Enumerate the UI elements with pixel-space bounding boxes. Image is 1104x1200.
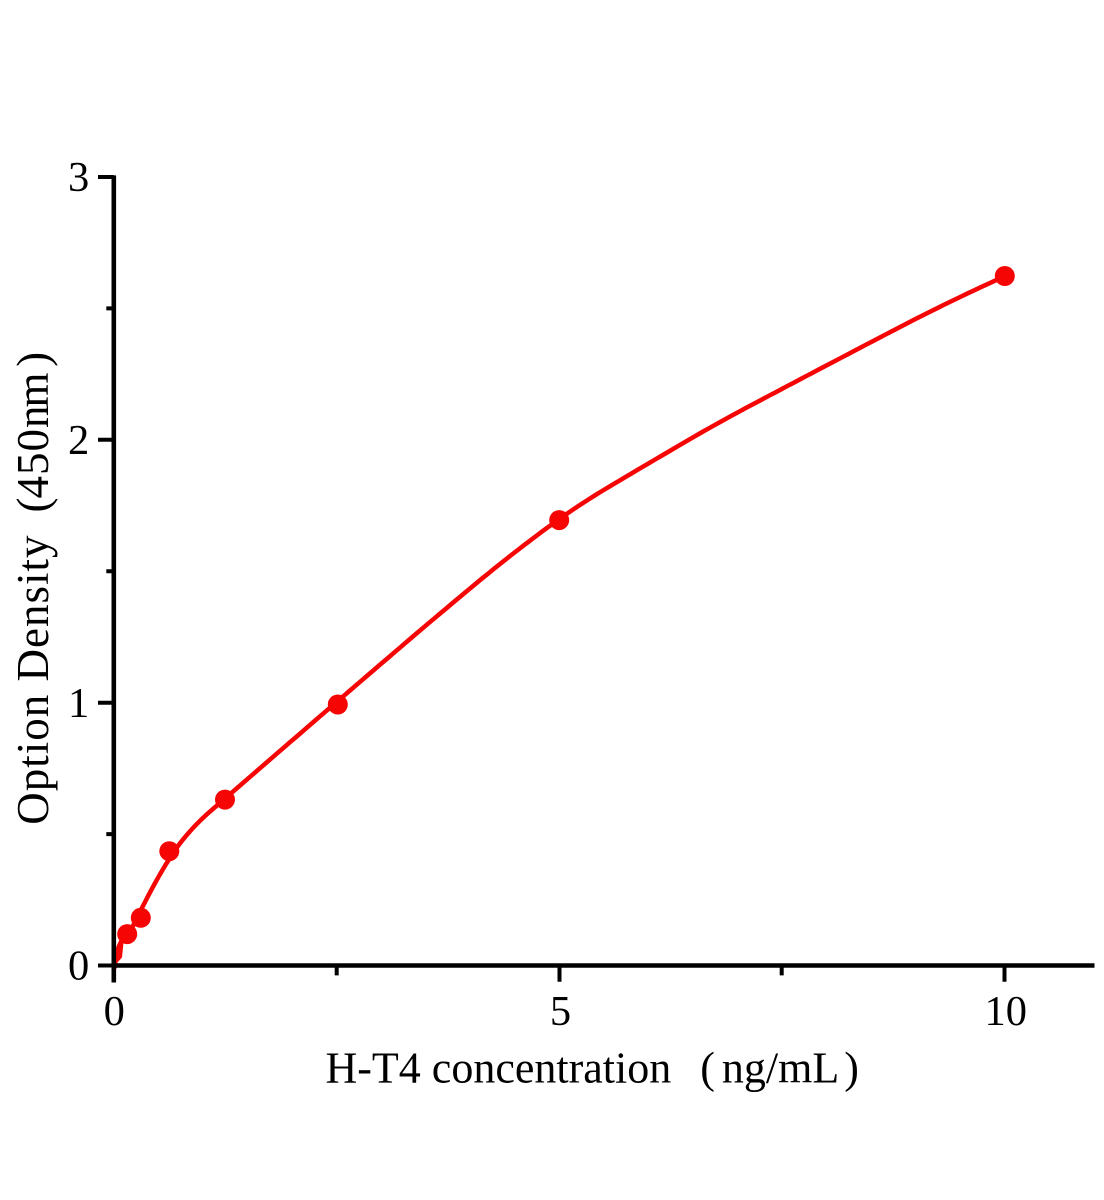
svg-text:10: 10: [984, 988, 1027, 1035]
svg-text:2: 2: [68, 417, 89, 464]
svg-text:Option Density(450nm): Option Density(450nm): [8, 351, 58, 825]
svg-text:5: 5: [550, 988, 571, 1035]
svg-text:1: 1: [68, 680, 89, 727]
svg-text:H-T4 concentration (ng/mL): H-T4 concentration (ng/mL): [326, 1044, 859, 1093]
svg-text:0: 0: [68, 943, 89, 990]
svg-text:3: 3: [68, 154, 89, 201]
svg-text:0: 0: [104, 988, 125, 1035]
